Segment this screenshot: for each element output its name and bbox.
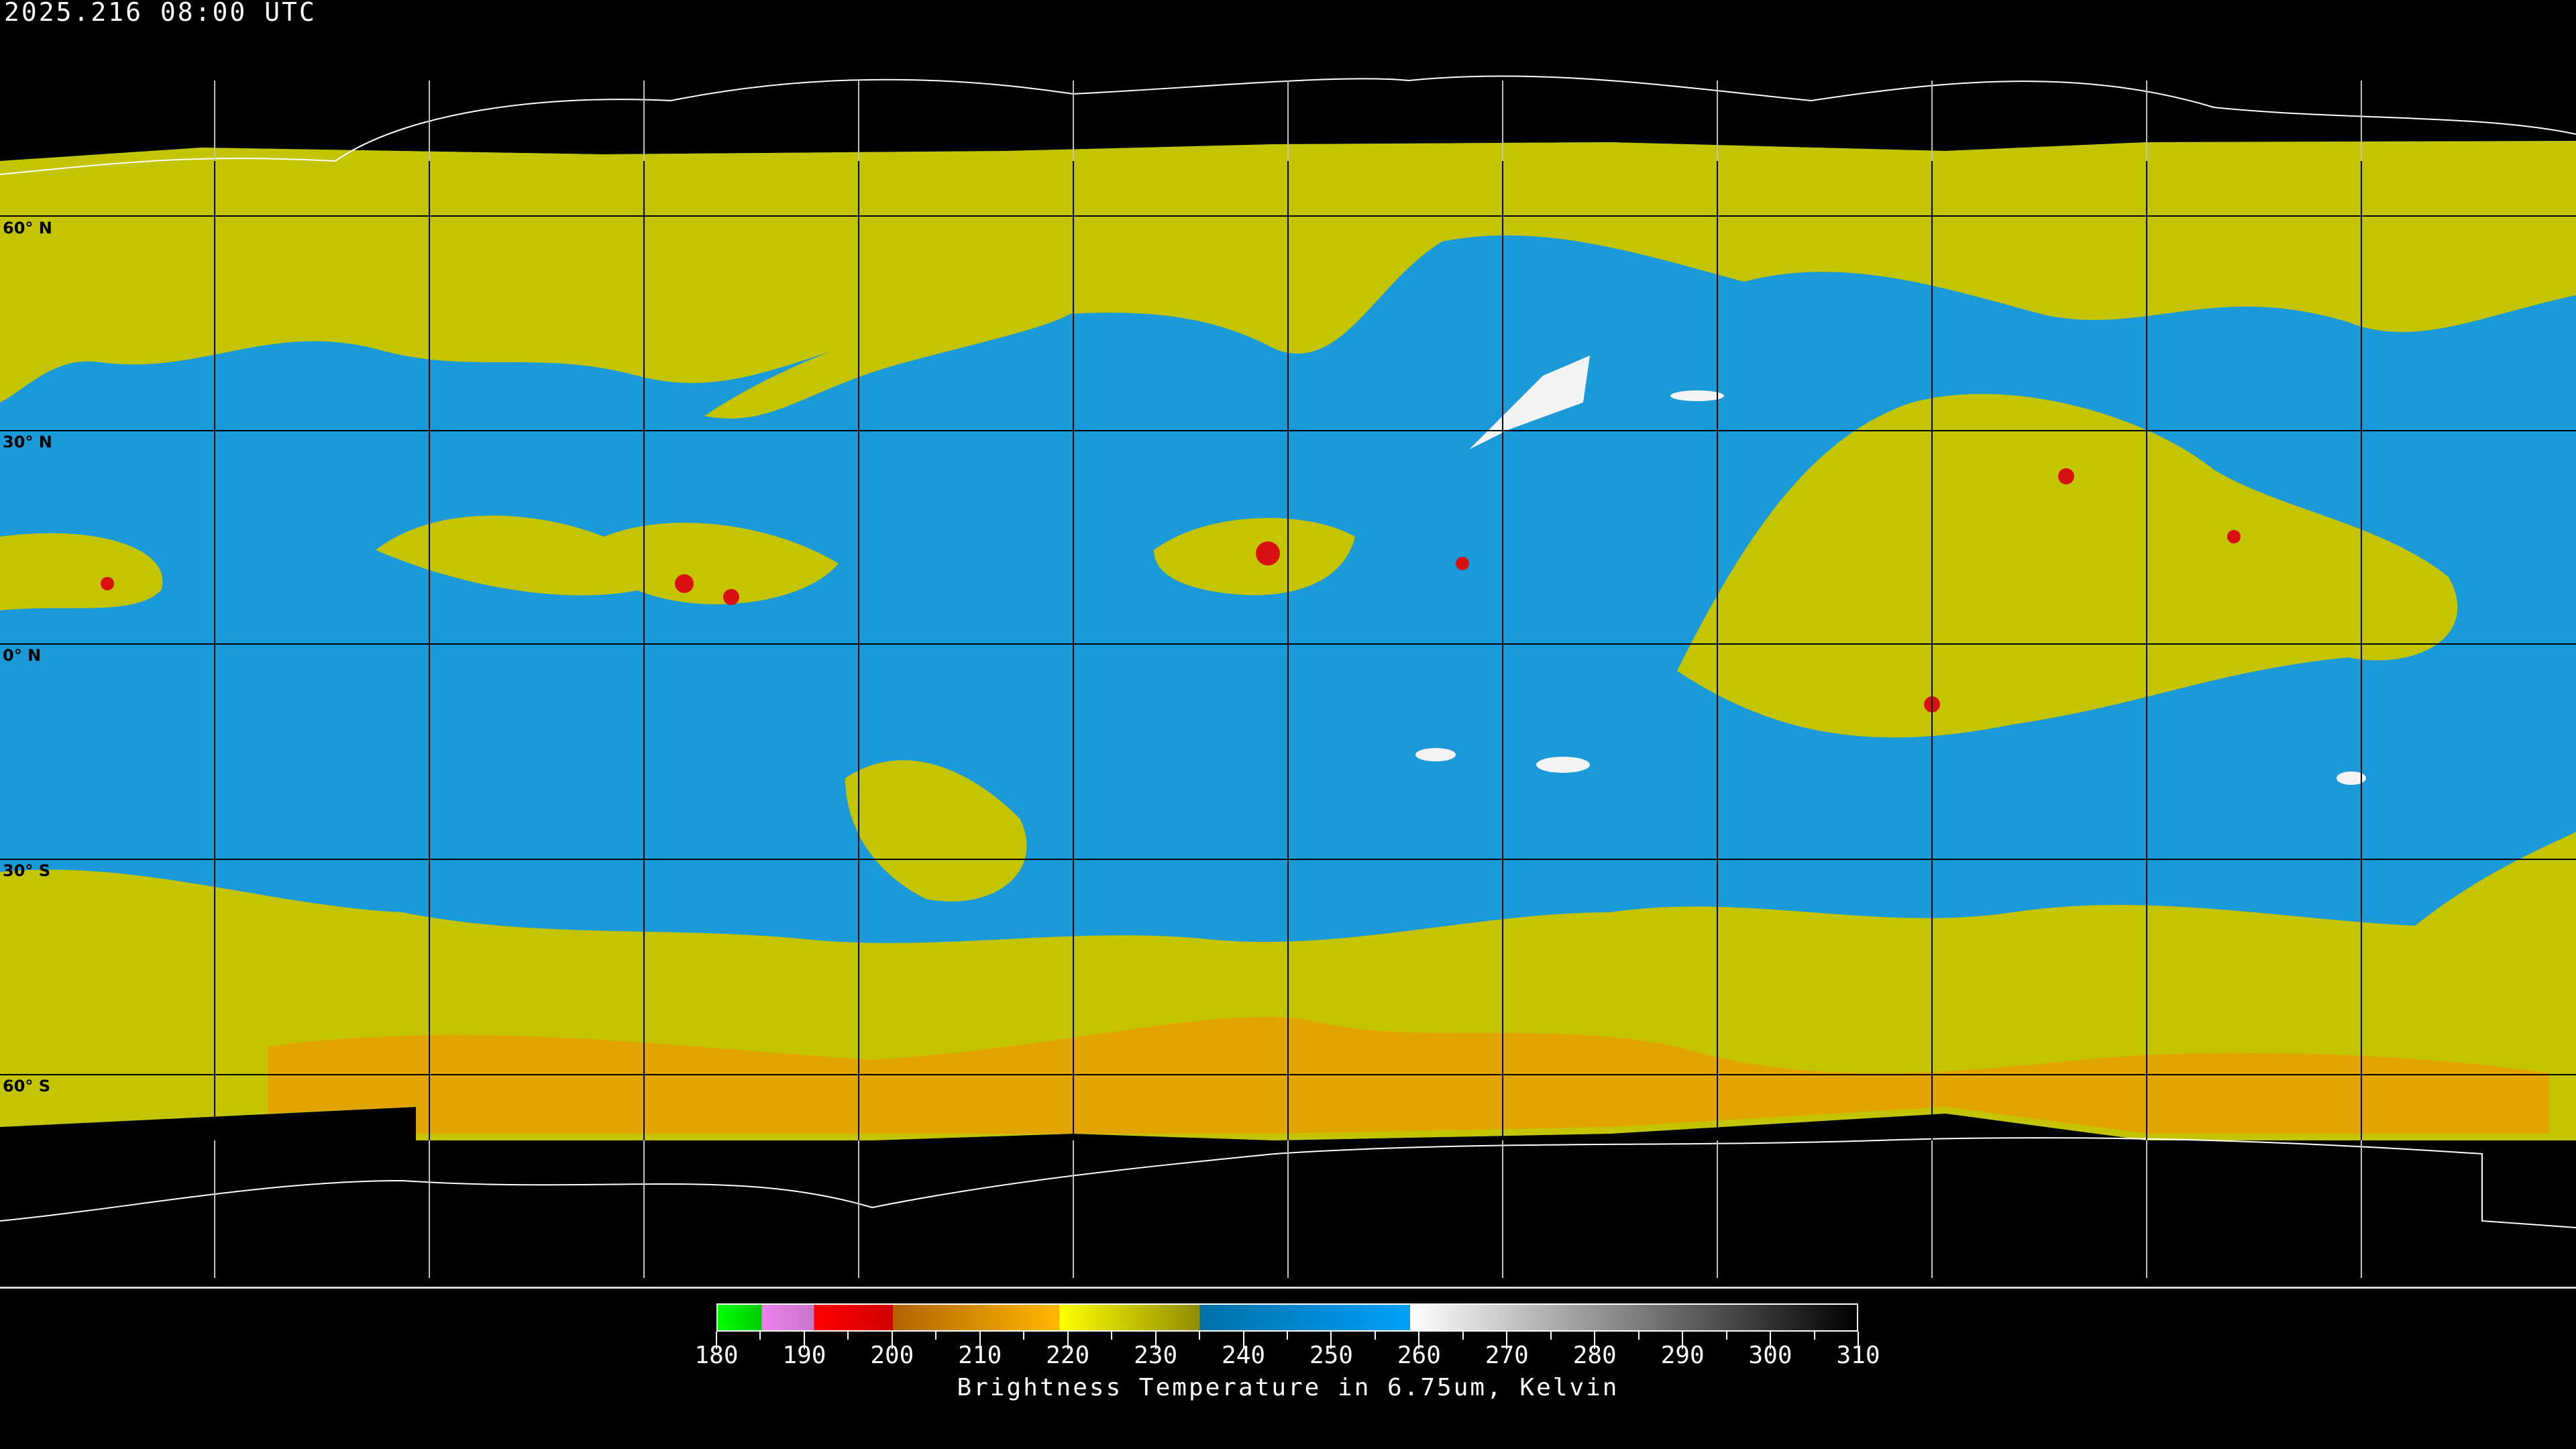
colorbar-title: Brightness Temperature in 6.75um, Kelvin xyxy=(957,1374,1619,1401)
colorbar-tick xyxy=(803,1332,805,1349)
colorbar-tick-label: 190 xyxy=(782,1342,826,1369)
colorbar-tick-label: 240 xyxy=(1222,1342,1266,1369)
lat-label-60n: 60° N xyxy=(3,219,52,237)
colorbar-tick-label: 200 xyxy=(870,1342,914,1369)
colorbar-tick xyxy=(1111,1332,1113,1340)
lat-label-0n: 0° N xyxy=(3,646,42,665)
timestamp: 2025.216 08:00 UTC xyxy=(4,0,317,27)
colorbar-tick xyxy=(1813,1332,1815,1340)
map-divider xyxy=(0,1287,2576,1289)
colorbar-tick-label: 300 xyxy=(1748,1342,1792,1369)
colorbar-tick xyxy=(847,1332,849,1340)
colorbar-tick-label: 270 xyxy=(1485,1342,1529,1369)
colorbar-tick xyxy=(1330,1332,1332,1349)
deep-convection-cells xyxy=(101,468,2241,712)
colorbar-tick xyxy=(1462,1332,1464,1340)
colorbar-tick xyxy=(1023,1332,1025,1340)
colorbar-tick-label: 310 xyxy=(1836,1342,1880,1369)
tropical-moisture-asia xyxy=(1677,394,2458,738)
antarctic-coastline xyxy=(0,1137,2576,1228)
colorbar-tick xyxy=(1858,1332,1859,1349)
lat-label-30s: 30° S xyxy=(3,861,51,880)
moist-band-north-streak xyxy=(704,295,1080,419)
colorbar-tick xyxy=(1506,1332,1508,1349)
colorbar-tick xyxy=(1287,1332,1288,1340)
tropical-moisture-americas xyxy=(0,515,839,610)
colorbar-tick-label: 280 xyxy=(1572,1342,1617,1369)
colorbar-tick xyxy=(716,1332,717,1349)
graticule xyxy=(0,80,2576,1278)
moist-plume-south-america xyxy=(845,760,1027,902)
colorbar-tick-label: 260 xyxy=(1397,1342,1441,1369)
colorbar-tick xyxy=(1155,1332,1157,1349)
colorbar-tick-label: 250 xyxy=(1309,1342,1353,1369)
colorbar-tick xyxy=(1418,1332,1420,1349)
colorbar-tick xyxy=(891,1332,893,1349)
colorbar-tick xyxy=(935,1332,937,1340)
colorbar-tick xyxy=(1550,1332,1552,1340)
lat-label-30n: 30° N xyxy=(3,433,52,451)
colorbar-tick xyxy=(1067,1332,1069,1349)
colorbar-tick xyxy=(1374,1332,1376,1340)
colorbar-tick xyxy=(759,1332,761,1340)
colorbar-tick xyxy=(1242,1332,1244,1349)
colorbar-tick xyxy=(1770,1332,1772,1349)
colorbar-ticks xyxy=(716,1332,1859,1352)
colorbar-tick-label: 290 xyxy=(1660,1342,1705,1369)
colorbar-tick xyxy=(1682,1332,1684,1349)
warm-dry-spots xyxy=(1415,356,2366,785)
colorbar-tick xyxy=(979,1332,981,1349)
colorbar-tick-label: 210 xyxy=(958,1342,1002,1369)
colorbar-tick xyxy=(1725,1332,1727,1340)
colorbar-tick xyxy=(1594,1332,1596,1349)
colorbar-tick-label: 230 xyxy=(1134,1342,1178,1369)
colorbar xyxy=(716,1303,1858,1332)
lat-label-60s: 60° S xyxy=(3,1077,51,1095)
colorbar-tick-label: 180 xyxy=(694,1342,739,1369)
arctic-coastline xyxy=(0,75,2576,175)
colorbar-tick xyxy=(1199,1332,1201,1340)
water-vapor-map xyxy=(0,75,2576,1278)
colorbar-tick xyxy=(1638,1332,1640,1340)
colorbar-tick-label: 220 xyxy=(1046,1342,1090,1369)
tropical-moisture-africa xyxy=(1154,518,1355,596)
